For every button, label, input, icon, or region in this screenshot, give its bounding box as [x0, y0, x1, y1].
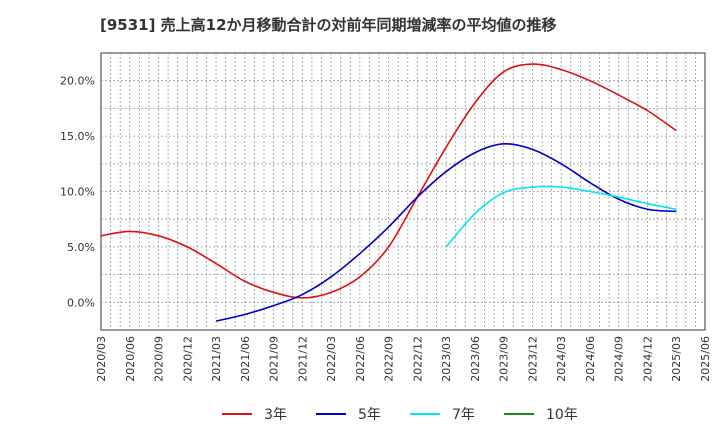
series-line-2 — [215, 143, 677, 322]
y-axis: 0.0% 5.0% 10.0% 15.0% 20.0% — [60, 75, 95, 310]
x-axis: 2020/03 2020/06 2020/09 2020/12 2021/03 2021/… — [95, 336, 712, 382]
x-tick-label: 2025/06 — [699, 336, 712, 382]
y-tick-label: 10.0% — [60, 186, 95, 199]
series-line-3 — [445, 185, 677, 248]
chart-title: [9531] 売上高12か月移動合計の対前年同期増減率の平均値の推移 — [100, 16, 557, 34]
y-tick-label: 15.0% — [60, 130, 95, 143]
series-line-1 — [100, 63, 677, 299]
x-tick-label: 2022/06 — [354, 336, 367, 382]
legend-label: 7年 — [452, 407, 475, 423]
series-layer — [100, 63, 677, 322]
x-tick-label: 2024/06 — [584, 336, 597, 382]
x-tick-label: 2023/09 — [498, 336, 511, 382]
x-tick-label: 2022/12 — [411, 336, 424, 382]
legend-label: 3年 — [264, 407, 287, 423]
y-tick-label: 0.0% — [67, 296, 95, 309]
x-tick-label: 2023/12 — [526, 336, 539, 382]
x-tick-label: 2024/03 — [555, 336, 568, 382]
x-tick-label: 2024/12 — [641, 336, 654, 382]
x-tick-label: 2021/06 — [239, 336, 252, 382]
legend: 3年 5年 7年 10年 — [222, 407, 578, 423]
x-tick-label: 2025/03 — [670, 336, 683, 382]
x-tick-label: 2023/06 — [469, 336, 482, 382]
x-tick-label: 2021/12 — [296, 336, 309, 382]
y-tick-label: 20.0% — [60, 75, 95, 88]
x-tick-label: 2022/03 — [325, 336, 338, 382]
x-tick-label: 2023/03 — [440, 336, 453, 382]
x-tick-label: 2024/09 — [613, 336, 626, 382]
x-tick-label: 2021/03 — [210, 336, 223, 382]
x-tick-label: 2020/06 — [124, 336, 137, 382]
grid-layer — [101, 53, 705, 330]
x-tick-label: 2022/09 — [383, 336, 396, 382]
x-tick-label: 2020/09 — [153, 336, 166, 382]
legend-label: 10年 — [546, 407, 578, 423]
x-tick-label: 2020/12 — [181, 336, 194, 382]
legend-label: 5年 — [358, 407, 381, 423]
x-tick-label: 2021/09 — [268, 336, 281, 382]
y-tick-label: 5.0% — [67, 241, 95, 254]
x-tick-label: 2020/03 — [95, 336, 108, 382]
